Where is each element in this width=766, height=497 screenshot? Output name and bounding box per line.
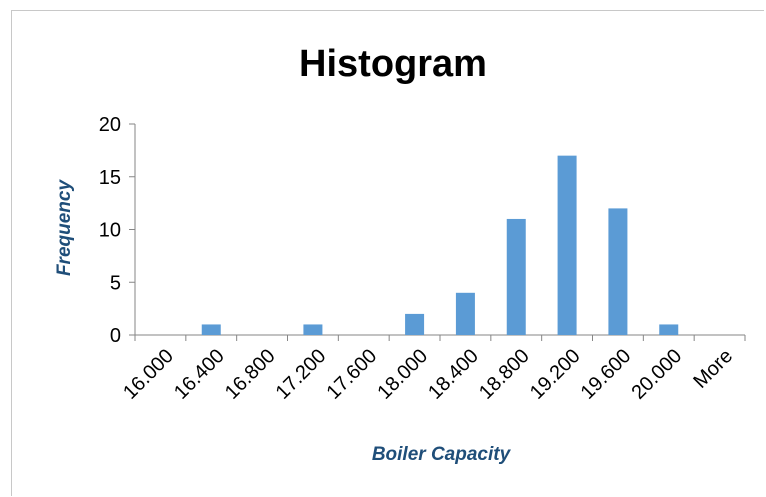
chart-title: Histogram bbox=[299, 43, 487, 85]
x-tick-label: 18.000 bbox=[373, 345, 432, 404]
x-tick-label: 17.200 bbox=[272, 345, 331, 404]
chart-frame bbox=[11, 10, 764, 496]
histogram-bar bbox=[608, 208, 628, 335]
histogram-bar bbox=[303, 324, 323, 335]
y-tick-label: 5 bbox=[110, 272, 121, 294]
y-tick-label: 15 bbox=[99, 167, 121, 189]
histogram-bar bbox=[557, 155, 577, 335]
x-axis-title: Boiler Capacity bbox=[372, 444, 512, 465]
histogram-bar bbox=[201, 324, 221, 335]
plot-area: 0510152016.00016.40016.80017.20017.60018… bbox=[99, 114, 746, 404]
y-tick-label: 0 bbox=[110, 325, 121, 347]
y-axis-title: Frequency bbox=[54, 179, 75, 277]
x-tick-label: 16.000 bbox=[119, 345, 178, 404]
x-tick-label: 19.200 bbox=[526, 345, 585, 404]
y-tick-label: 10 bbox=[99, 220, 121, 242]
histogram-bar bbox=[506, 218, 526, 335]
y-tick-label: 20 bbox=[99, 114, 121, 136]
histogram-bar bbox=[659, 324, 679, 335]
histogram-bar bbox=[405, 313, 425, 335]
x-tick-label: 16.800 bbox=[221, 345, 280, 404]
histogram-bar bbox=[455, 292, 475, 335]
x-tick-label: 17.600 bbox=[322, 345, 381, 404]
x-tick-label: 16.400 bbox=[170, 345, 229, 404]
x-tick-label: 18.800 bbox=[475, 345, 534, 404]
x-tick-label: More bbox=[689, 345, 737, 393]
x-tick-label: 19.600 bbox=[577, 345, 636, 404]
x-tick-label: 20.000 bbox=[627, 345, 686, 404]
x-tick-label: 18.400 bbox=[424, 345, 483, 404]
